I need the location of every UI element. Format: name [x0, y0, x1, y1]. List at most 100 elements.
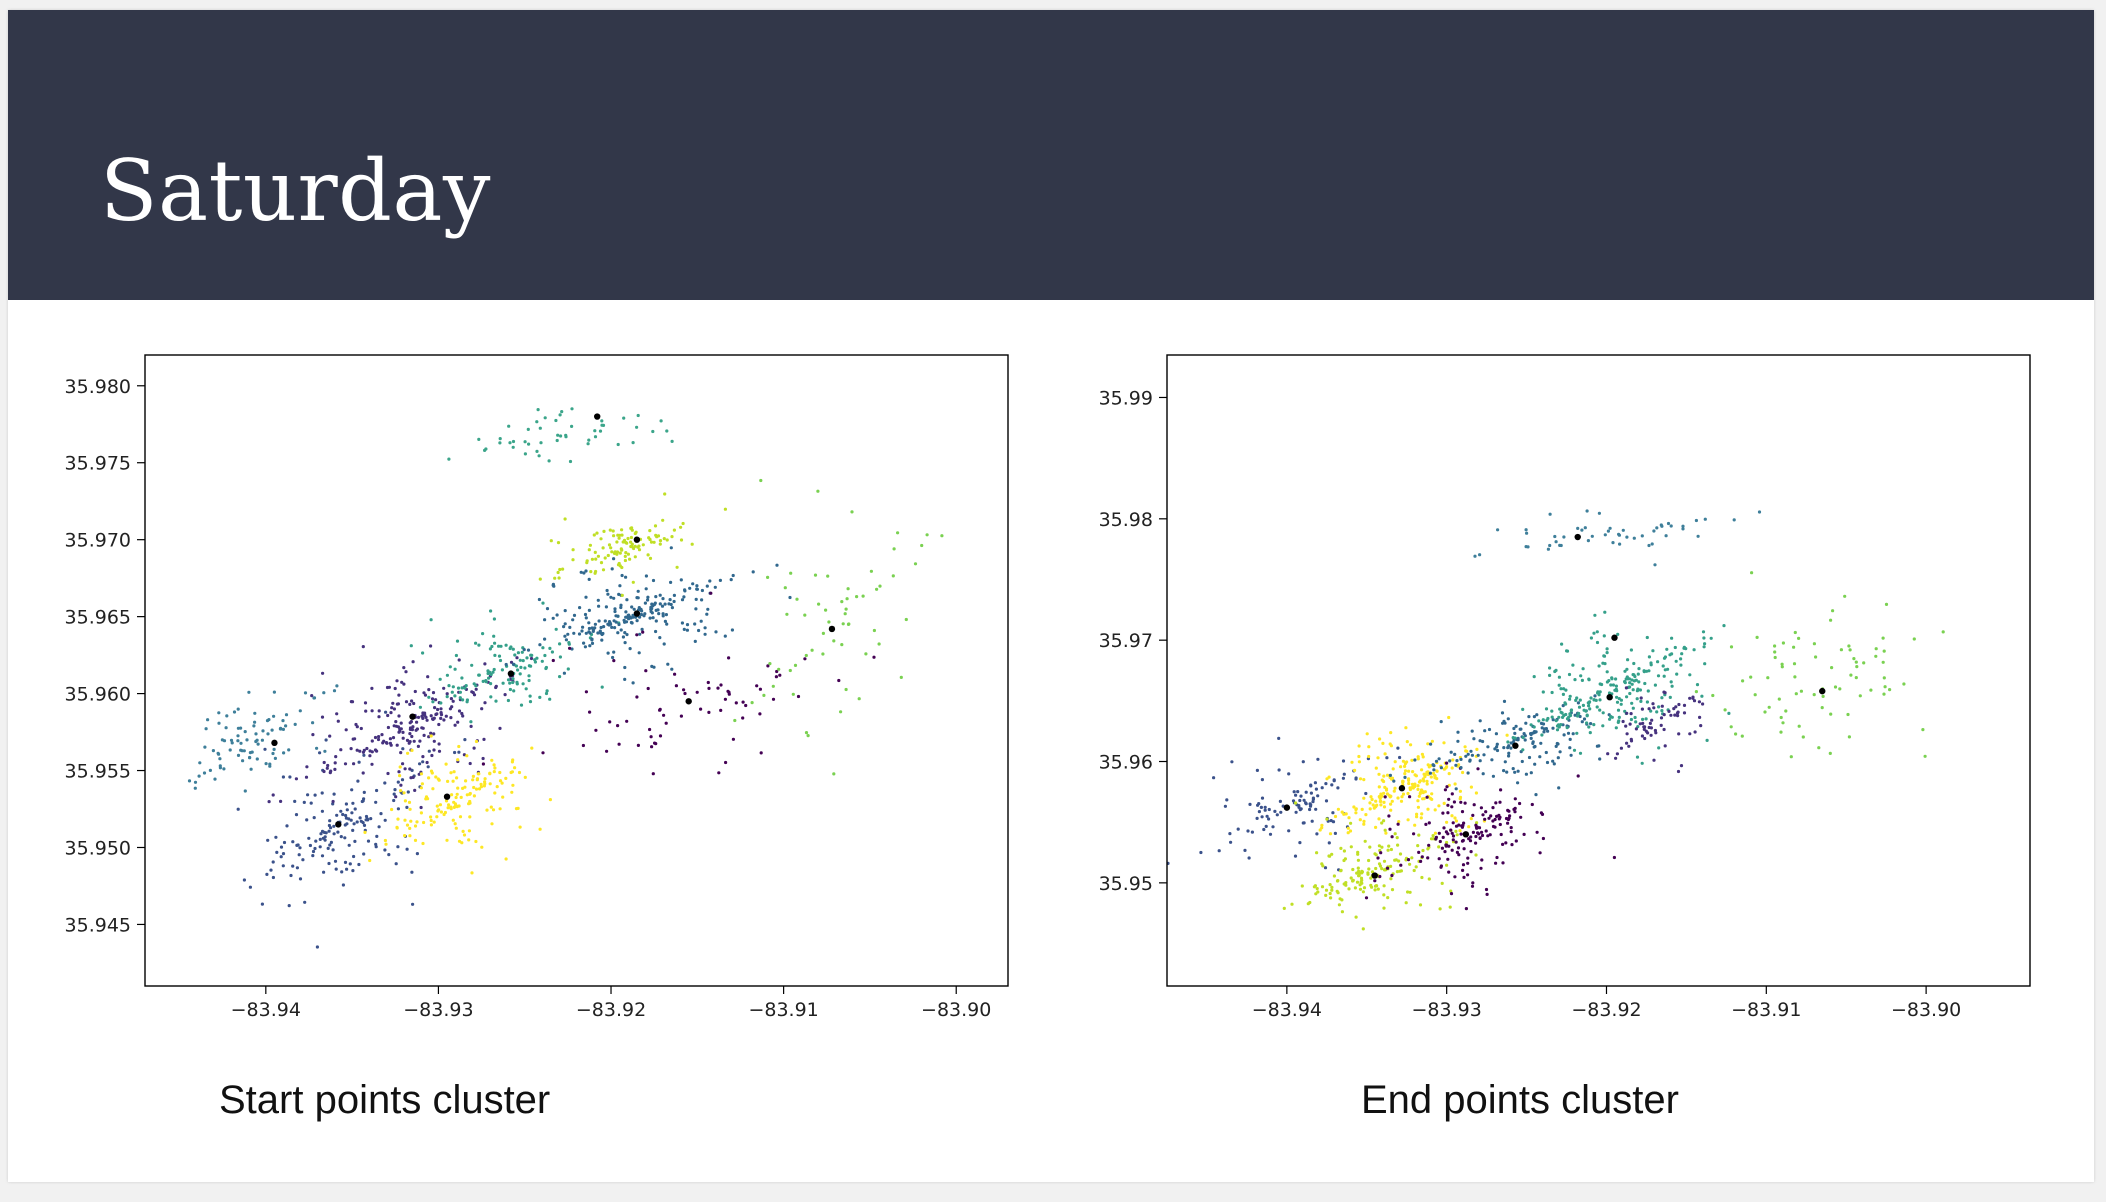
- data-point: [1829, 712, 1833, 716]
- data-point: [1464, 754, 1468, 758]
- data-point: [1275, 813, 1279, 817]
- data-point: [1576, 774, 1580, 778]
- data-point: [479, 785, 483, 789]
- data-point: [846, 587, 850, 591]
- data-point: [1882, 649, 1886, 653]
- data-point: [1469, 850, 1473, 854]
- data-point: [1792, 645, 1796, 649]
- data-point: [1568, 713, 1573, 718]
- data-point: [358, 749, 362, 753]
- data-point: [635, 619, 639, 623]
- data-point: [429, 769, 434, 773]
- data-point: [624, 575, 628, 579]
- data-point: [1384, 787, 1389, 791]
- data-point: [1883, 685, 1887, 689]
- data-point: [1354, 915, 1358, 919]
- data-point: [213, 777, 217, 781]
- data-point: [1673, 713, 1677, 717]
- data-point: [1546, 729, 1550, 733]
- data-point: [527, 442, 531, 446]
- data-point: [1640, 534, 1644, 538]
- data-point: [1387, 793, 1391, 797]
- data-point: [421, 841, 425, 846]
- data-point: [456, 786, 460, 790]
- data-point: [1692, 699, 1697, 703]
- data-point: [511, 439, 516, 444]
- data-point: [335, 684, 339, 688]
- data-point: [617, 742, 621, 746]
- data-point: [670, 667, 674, 671]
- data-point: [1337, 903, 1341, 907]
- data-point: [1491, 806, 1495, 810]
- data-point: [1302, 798, 1306, 802]
- data-point: [1397, 820, 1401, 824]
- data-point: [1642, 727, 1646, 732]
- data-point: [362, 748, 366, 752]
- data-point: [682, 627, 686, 632]
- data-point: [1290, 902, 1294, 906]
- data-point: [501, 795, 505, 799]
- data-point: [1419, 816, 1423, 820]
- data-point: [297, 853, 301, 857]
- cluster-3-points: [363, 734, 553, 875]
- data-point: [1567, 672, 1572, 677]
- data-point: [302, 800, 306, 805]
- data-point: [289, 873, 293, 878]
- data-point: [608, 720, 612, 724]
- data-point: [624, 551, 628, 555]
- data-point: [1407, 769, 1411, 773]
- data-point: [1565, 726, 1569, 730]
- data-point: [248, 756, 252, 760]
- data-point: [632, 546, 636, 551]
- data-point: [616, 442, 620, 447]
- data-point: [1497, 817, 1501, 821]
- data-point: [523, 452, 528, 456]
- data-point: [1639, 699, 1643, 704]
- data-point: [1532, 731, 1536, 735]
- data-point: [311, 849, 316, 854]
- data-point: [1351, 867, 1355, 872]
- data-point: [669, 580, 673, 585]
- data-point: [1377, 795, 1381, 799]
- data-point: [511, 445, 515, 449]
- data-point: [1442, 741, 1446, 745]
- data-point: [726, 689, 730, 693]
- data-point: [486, 671, 490, 676]
- data-point: [584, 631, 588, 635]
- data-point: [409, 644, 413, 648]
- data-point: [475, 777, 480, 781]
- data-point: [396, 845, 400, 849]
- data-point: [301, 858, 305, 862]
- data-point: [211, 749, 215, 753]
- data-point: [681, 521, 685, 526]
- data-point: [1676, 769, 1681, 774]
- data-point: [1297, 805, 1301, 810]
- data-point: [519, 703, 524, 707]
- data-point: [1734, 732, 1738, 736]
- data-point: [1537, 719, 1541, 723]
- data-point: [1491, 819, 1495, 823]
- data-point: [339, 835, 343, 839]
- data-point: [563, 609, 567, 613]
- data-point: [1506, 821, 1510, 825]
- centroid-marker: [685, 698, 692, 705]
- data-point: [585, 559, 589, 563]
- data-point: [1548, 512, 1552, 516]
- data-point: [1510, 843, 1514, 847]
- data-point: [465, 700, 469, 704]
- data-point: [444, 762, 448, 766]
- data-point: [1447, 844, 1451, 848]
- data-point: [1450, 805, 1454, 809]
- data-point: [386, 713, 390, 718]
- data-point: [418, 705, 422, 709]
- data-point: [1404, 901, 1408, 905]
- data-point: [1442, 801, 1446, 806]
- data-point: [512, 689, 516, 693]
- data-point: [419, 786, 423, 790]
- data-point: [664, 721, 668, 725]
- data-point: [1466, 771, 1470, 775]
- data-point: [1511, 767, 1515, 771]
- data-point: [444, 799, 449, 803]
- data-point: [1293, 854, 1298, 858]
- data-point: [656, 608, 660, 612]
